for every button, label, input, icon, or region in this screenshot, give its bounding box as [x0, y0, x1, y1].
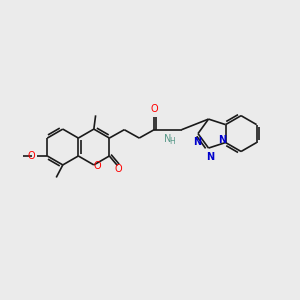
Text: O: O — [115, 164, 122, 174]
Text: N: N — [193, 137, 201, 147]
Text: N: N — [206, 152, 214, 162]
Text: H: H — [169, 136, 175, 146]
Text: O: O — [151, 104, 159, 114]
Text: O: O — [94, 161, 101, 171]
Text: O: O — [27, 151, 35, 161]
Text: N: N — [218, 135, 226, 145]
Text: N: N — [164, 134, 172, 144]
